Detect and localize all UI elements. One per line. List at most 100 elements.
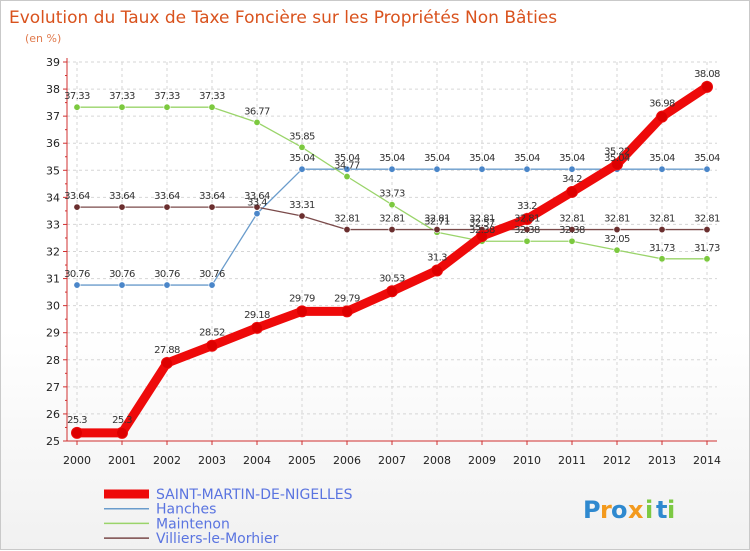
- data-point-saint-martin-de-nigelles: [566, 185, 578, 198]
- data-point-saint-martin-de-nigelles: [341, 305, 353, 318]
- data-point-maintenon: [568, 237, 576, 245]
- logo-letter: i: [667, 496, 676, 524]
- data-point-villiers-le-morhier: [658, 226, 666, 234]
- data-point-maintenon: [703, 255, 711, 263]
- data-label-villiers-le-morhier: 33.64: [154, 191, 180, 202]
- y-tick-label: 27: [46, 381, 60, 394]
- data-point-maintenon: [658, 255, 666, 263]
- data-label-maintenon: 31.73: [649, 243, 675, 254]
- data-label-saint-martin-de-nigelles: 34.2: [562, 174, 582, 185]
- logo-letter: P: [583, 496, 602, 524]
- x-tick-label: 2000: [63, 454, 91, 467]
- x-tick-label: 2012: [603, 454, 631, 467]
- data-point-saint-martin-de-nigelles: [161, 357, 173, 370]
- legend-label-saint-martin-de-nigelles: SAINT-MARTIN-DE-NIGELLES: [156, 487, 353, 503]
- y-tick-label: 35: [46, 164, 60, 177]
- data-label-saint-martin-de-nigelles: 35.22: [604, 146, 630, 157]
- data-point-hanches: [658, 165, 666, 173]
- data-point-hanches: [388, 165, 396, 173]
- data-label-saint-martin-de-nigelles: 25.3: [67, 415, 87, 426]
- data-point-hanches: [118, 281, 126, 289]
- y-tick-label: 36: [46, 137, 60, 150]
- data-label-maintenon: 37.33: [154, 91, 180, 102]
- data-point-hanches: [163, 281, 171, 289]
- y-tick-label: 28: [46, 354, 60, 367]
- data-label-villiers-le-morhier: 33.64: [199, 191, 225, 202]
- logo-letter: o: [611, 496, 629, 524]
- y-tick-label: 26: [46, 408, 60, 421]
- data-label-villiers-le-morhier: 32.81: [694, 214, 720, 225]
- y-tick-label: 37: [46, 110, 60, 123]
- proxiti-logo: Pro x i ti: [583, 496, 676, 524]
- data-point-maintenon: [118, 103, 126, 111]
- x-tick-label: 2007: [378, 454, 406, 467]
- y-tick-label: 30: [46, 300, 60, 313]
- data-label-saint-martin-de-nigelles: 31.3: [427, 252, 447, 263]
- data-label-hanches: 30.76: [199, 269, 225, 280]
- x-tick-label: 2002: [153, 454, 181, 467]
- data-point-saint-martin-de-nigelles: [116, 426, 128, 439]
- data-point-saint-martin-de-nigelles: [206, 339, 218, 352]
- data-point-villiers-le-morhier: [298, 212, 306, 220]
- data-label-maintenon: 37.33: [109, 91, 135, 102]
- data-point-villiers-le-morhier: [253, 203, 261, 211]
- data-point-maintenon: [523, 237, 531, 245]
- data-label-maintenon: 33.73: [379, 189, 405, 200]
- x-tick-label: 2006: [333, 454, 361, 467]
- data-point-saint-martin-de-nigelles: [296, 305, 308, 318]
- x-tick-label: 2009: [468, 454, 496, 467]
- data-label-saint-martin-de-nigelles: 29.79: [334, 293, 360, 304]
- data-label-maintenon: 31.73: [694, 243, 720, 254]
- data-label-maintenon: 36.77: [244, 106, 270, 117]
- data-label-saint-martin-de-nigelles: 29.18: [244, 310, 270, 321]
- data-label-hanches: 35.04: [334, 153, 360, 164]
- data-point-hanches: [703, 165, 711, 173]
- y-tick-label: 34: [46, 191, 60, 204]
- legend-label-hanches: Hanches: [156, 502, 216, 518]
- x-tick-label: 2008: [423, 454, 451, 467]
- data-point-hanches: [208, 281, 216, 289]
- data-label-maintenon: 32.38: [559, 225, 585, 236]
- y-tick-label: 31: [46, 273, 60, 286]
- data-label-saint-martin-de-nigelles: 38.08: [694, 69, 720, 80]
- data-point-villiers-le-morhier: [343, 226, 351, 234]
- data-label-villiers-le-morhier: 33.64: [64, 191, 90, 202]
- data-label-villiers-le-morhier: 33.64: [109, 191, 135, 202]
- data-point-villiers-le-morhier: [388, 226, 396, 234]
- data-point-saint-martin-de-nigelles: [431, 264, 443, 277]
- data-point-saint-martin-de-nigelles: [521, 213, 533, 226]
- data-point-villiers-le-morhier: [118, 203, 126, 211]
- x-tick-label: 2010: [513, 454, 541, 467]
- data-label-hanches: 35.04: [424, 153, 450, 164]
- data-point-maintenon: [613, 246, 621, 254]
- x-tick-label: 2013: [648, 454, 676, 467]
- data-label-saint-martin-de-nigelles: 36.98: [649, 99, 675, 110]
- data-point-villiers-le-morhier: [613, 226, 621, 234]
- data-point-saint-martin-de-nigelles: [611, 158, 623, 171]
- y-tick-label: 39: [46, 56, 60, 69]
- data-point-villiers-le-morhier: [568, 226, 576, 234]
- data-label-hanches: 35.04: [514, 153, 540, 164]
- y-tick-label: 33: [46, 218, 60, 231]
- data-point-hanches: [253, 210, 261, 218]
- data-point-hanches: [568, 165, 576, 173]
- data-point-maintenon: [298, 143, 306, 151]
- grid: [67, 61, 717, 442]
- data-point-hanches: [523, 165, 531, 173]
- data-label-villiers-le-morhier: 33.64: [244, 191, 270, 202]
- data-label-maintenon: 32.05: [604, 234, 630, 245]
- data-label-hanches: 35.04: [649, 153, 675, 164]
- data-label-hanches: 35.04: [604, 153, 630, 164]
- data-point-villiers-le-morhier: [703, 226, 711, 234]
- data-point-maintenon: [388, 201, 396, 209]
- axes: 25 26 27 28 29 30 31 32 33 34 35 36 37 38 39 2000 2001 20…: [46, 56, 721, 467]
- data-label-maintenon: 37.33: [199, 91, 225, 102]
- data-point-hanches: [298, 165, 306, 173]
- y-tick-label: 25: [46, 435, 60, 448]
- data-label-villiers-le-morhier: 32.81: [379, 214, 405, 225]
- data-point-saint-martin-de-nigelles: [251, 321, 263, 334]
- data-label-villiers-le-morhier: 32.81: [649, 214, 675, 225]
- data-point-hanches: [73, 281, 81, 289]
